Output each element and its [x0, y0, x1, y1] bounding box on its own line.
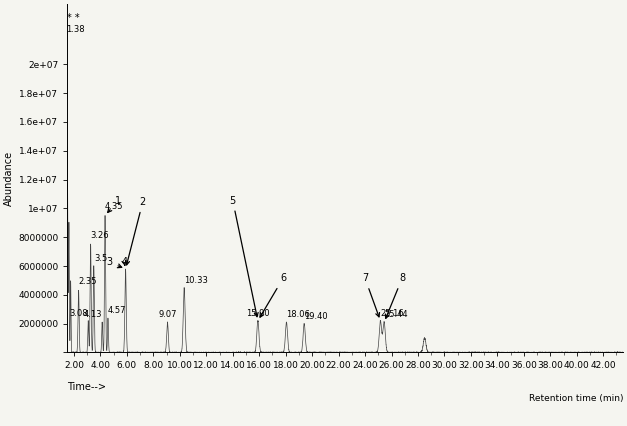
Text: 10.33: 10.33 — [184, 276, 208, 285]
Text: 4.13: 4.13 — [83, 310, 102, 320]
Text: Retention time (min): Retention time (min) — [529, 394, 623, 403]
Text: 18.06: 18.06 — [287, 310, 310, 320]
Text: 3: 3 — [107, 257, 122, 268]
Text: 9.07: 9.07 — [158, 310, 177, 320]
Text: 1: 1 — [108, 196, 120, 213]
Text: 2: 2 — [125, 197, 146, 265]
Text: 2.35: 2.35 — [78, 277, 97, 286]
Text: 4: 4 — [121, 257, 127, 268]
Text: * *: * * — [67, 13, 80, 23]
Text: 15.90: 15.90 — [246, 309, 270, 318]
Text: 4.57: 4.57 — [108, 306, 127, 315]
Text: 5: 5 — [229, 196, 258, 317]
Text: 3.5: 3.5 — [94, 254, 107, 263]
Text: 25.16: 25.16 — [381, 309, 404, 318]
Text: Time-->: Time--> — [67, 382, 107, 392]
Text: 1.38: 1.38 — [66, 25, 85, 34]
Text: 25.44: 25.44 — [384, 310, 408, 320]
Text: 3.26: 3.26 — [91, 231, 109, 240]
Text: 7: 7 — [362, 273, 379, 317]
Text: 3.08: 3.08 — [70, 309, 88, 318]
Text: 4.35: 4.35 — [105, 202, 124, 211]
Text: 6: 6 — [260, 273, 286, 317]
Text: 19.40: 19.40 — [304, 312, 328, 321]
Text: 8: 8 — [386, 273, 405, 318]
Y-axis label: Abundance: Abundance — [4, 151, 14, 206]
